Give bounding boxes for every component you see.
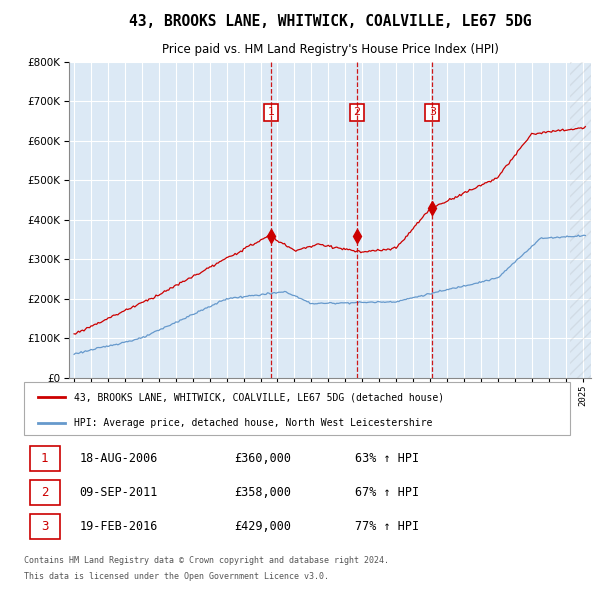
FancyBboxPatch shape bbox=[29, 514, 60, 539]
Text: £358,000: £358,000 bbox=[234, 486, 291, 499]
Text: 19-FEB-2016: 19-FEB-2016 bbox=[79, 520, 158, 533]
Text: 43, BROOKS LANE, WHITWICK, COALVILLE, LE67 5DG (detached house): 43, BROOKS LANE, WHITWICK, COALVILLE, LE… bbox=[74, 392, 444, 402]
Text: £429,000: £429,000 bbox=[234, 520, 291, 533]
Text: £360,000: £360,000 bbox=[234, 451, 291, 465]
Text: 2: 2 bbox=[353, 107, 361, 117]
FancyBboxPatch shape bbox=[24, 382, 571, 435]
Text: 18-AUG-2006: 18-AUG-2006 bbox=[79, 451, 158, 465]
Bar bbox=[570, 62, 600, 378]
Text: 3: 3 bbox=[41, 520, 49, 533]
Text: This data is licensed under the Open Government Licence v3.0.: This data is licensed under the Open Gov… bbox=[24, 572, 329, 581]
Text: 09-SEP-2011: 09-SEP-2011 bbox=[79, 486, 158, 499]
Text: 63% ↑ HPI: 63% ↑ HPI bbox=[355, 451, 419, 465]
Text: 1: 1 bbox=[268, 107, 275, 117]
Text: 67% ↑ HPI: 67% ↑ HPI bbox=[355, 486, 419, 499]
Text: 77% ↑ HPI: 77% ↑ HPI bbox=[355, 520, 419, 533]
Text: HPI: Average price, detached house, North West Leicestershire: HPI: Average price, detached house, Nort… bbox=[74, 418, 432, 428]
FancyBboxPatch shape bbox=[29, 446, 60, 471]
Text: Contains HM Land Registry data © Crown copyright and database right 2024.: Contains HM Land Registry data © Crown c… bbox=[24, 556, 389, 565]
FancyBboxPatch shape bbox=[29, 480, 60, 504]
Text: Price paid vs. HM Land Registry's House Price Index (HPI): Price paid vs. HM Land Registry's House … bbox=[161, 43, 499, 56]
Text: 2: 2 bbox=[41, 486, 49, 499]
Text: 1: 1 bbox=[41, 451, 49, 465]
Text: 3: 3 bbox=[428, 107, 436, 117]
Text: 43, BROOKS LANE, WHITWICK, COALVILLE, LE67 5DG: 43, BROOKS LANE, WHITWICK, COALVILLE, LE… bbox=[129, 15, 531, 30]
